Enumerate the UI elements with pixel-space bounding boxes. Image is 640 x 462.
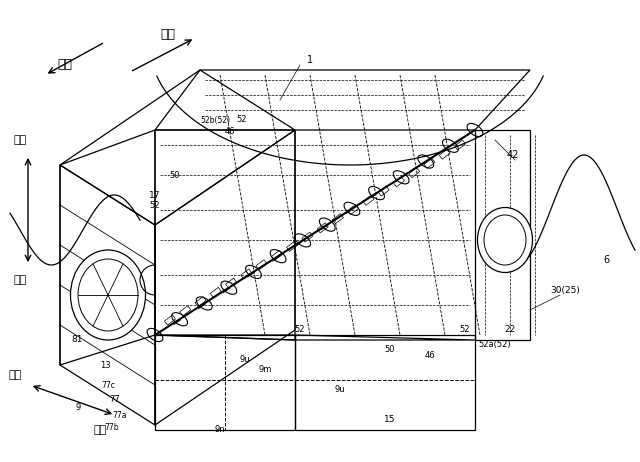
Text: 77c: 77c [101, 381, 115, 389]
Text: 9n: 9n [214, 426, 225, 434]
Text: 42: 42 [507, 150, 519, 160]
Text: 77b: 77b [105, 424, 119, 432]
Text: 15: 15 [384, 415, 396, 425]
Text: 後側: 後側 [161, 29, 175, 42]
Text: 下側: 下側 [13, 275, 27, 285]
Text: 52a(52): 52a(52) [479, 340, 511, 349]
Text: 46: 46 [425, 351, 435, 359]
Text: 50: 50 [170, 170, 180, 180]
Text: 1: 1 [307, 55, 313, 65]
Text: 右側: 右側 [8, 370, 22, 380]
Text: 9: 9 [76, 403, 81, 413]
Text: 左側: 左側 [93, 425, 107, 435]
Text: 52: 52 [295, 326, 305, 334]
Text: 6: 6 [603, 255, 609, 265]
Text: 52: 52 [150, 201, 160, 209]
Text: 9m: 9m [259, 365, 272, 375]
Text: 30(25): 30(25) [550, 286, 580, 294]
Text: 9u: 9u [240, 355, 250, 365]
Text: 81: 81 [71, 335, 83, 345]
Text: 17: 17 [149, 190, 161, 200]
Text: 52b(52): 52b(52) [200, 116, 230, 124]
Text: 前側: 前側 [58, 59, 72, 72]
Text: 50: 50 [385, 346, 396, 354]
Text: 52: 52 [237, 116, 247, 124]
Text: 77a: 77a [113, 411, 127, 419]
Text: 77: 77 [109, 395, 120, 405]
Text: 13: 13 [100, 360, 110, 370]
Ellipse shape [70, 250, 145, 340]
Text: 上側: 上側 [13, 135, 27, 145]
Text: 9u: 9u [335, 385, 346, 395]
Text: 22: 22 [504, 326, 516, 334]
Ellipse shape [477, 207, 532, 273]
Text: 52: 52 [460, 326, 470, 334]
Text: 46: 46 [225, 128, 236, 136]
